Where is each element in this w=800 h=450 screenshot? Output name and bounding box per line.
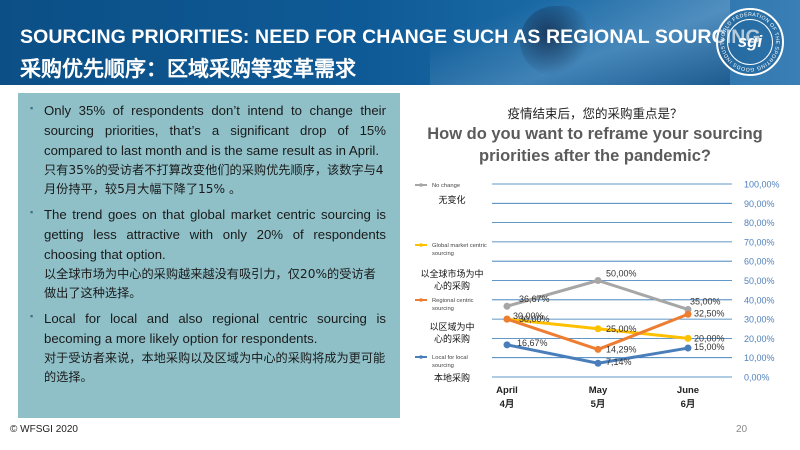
x-tick-label: April: [496, 385, 518, 396]
copyright-text: © WFSGI 2020: [10, 424, 78, 435]
y-tick-label: 60,00%: [744, 257, 775, 267]
page-title-cn: 采购优先顺序：区域采购等变革需求: [20, 57, 356, 81]
bullet-item: ▪ Local for local and also regional cent…: [30, 309, 386, 387]
data-label: 35,00%: [690, 296, 721, 306]
legend-label-cn-cont: 心的采购: [434, 333, 470, 344]
y-tick-label: 20,00%: [744, 334, 775, 344]
header-banner: SOURCING PRIORITIES: NEED FOR CHANGE SUC…: [0, 0, 800, 85]
data-point: [684, 310, 692, 318]
y-tick-label: 50,00%: [744, 276, 775, 286]
y-tick-label: 0,00%: [744, 373, 770, 383]
legend-swatch-marker: [419, 355, 423, 359]
y-tick-label: 30,00%: [744, 315, 775, 325]
logo-ring-label: WORLD FEDERATION OF THE SPORTING GOODS I…: [716, 8, 780, 72]
y-tick-label: 40,00%: [744, 295, 775, 305]
bullet-icon: ▪: [30, 207, 34, 217]
bullet-icon: ▪: [30, 311, 34, 321]
legend-label-cont: sourcing: [432, 306, 454, 312]
legend-label-cn: 无变化: [438, 194, 465, 205]
bullet-text-en: Local for local and also regional centri…: [44, 311, 386, 346]
legend-label: Regional centric: [432, 298, 474, 304]
data-point: [594, 277, 602, 284]
line-chart: 0,00% 10,00% 20,00% 30,00% 40,00% 50,00% 60,00…: [415, 180, 780, 410]
page-number: 20: [736, 424, 748, 435]
logo-mark: sgi: [727, 19, 773, 65]
data-label: 32,50%: [694, 308, 725, 318]
legend-swatch-marker: [419, 183, 423, 187]
x-tick-label-cn: 5月: [591, 399, 606, 410]
data-point: [594, 359, 602, 367]
chart-title-en: How do you want to reframe your sourcing…: [427, 125, 763, 165]
summary-textbox: ▪ Only 35% of respondents don’t intend t…: [18, 93, 400, 418]
data-label: 50,00%: [606, 269, 637, 279]
data-point: [594, 325, 602, 333]
x-tick-label-cn: 6月: [681, 399, 696, 410]
chart-panel: 疫情结束后，您的采购重点是？ How do you want to refram…: [410, 95, 800, 425]
bullet-icon: ▪: [30, 103, 34, 113]
bullet-item: ▪ Only 35% of respondents don’t intend t…: [30, 101, 386, 199]
bullet-text-cn: 只有35%的受访者不打算改变他们的采购优先顺序，该数字与4月份持平，较5月大幅下…: [44, 163, 384, 196]
data-point: [684, 334, 692, 342]
x-tick-label-cn: 4月: [500, 399, 515, 410]
legend-swatch-marker: [419, 298, 423, 302]
legend-label-cn: 以区域为中: [429, 321, 474, 332]
bullet-text-cn: 对于受访者来说，本地采购以及区域为中心的采购将成为更可能的选择。: [44, 351, 386, 384]
x-tick-label: June: [677, 385, 699, 396]
data-point: [503, 302, 511, 310]
legend-label-cont: sourcing: [432, 363, 454, 369]
y-tick-label: 80,00%: [744, 218, 775, 228]
y-tick-label: 70,00%: [744, 237, 775, 247]
data-label: 36,67%: [519, 294, 550, 304]
legend-label: Local for local: [432, 355, 468, 361]
legend-label-cn-cont: 心的采购: [434, 280, 470, 291]
wfsgi-logo: WORLD FEDERATION OF THE SPORTING GOODS I…: [716, 8, 784, 76]
y-tick-label: 90,00%: [744, 199, 775, 209]
y-tick-label: 10,00%: [744, 353, 775, 363]
legend-label-cont: sourcing: [432, 251, 454, 257]
data-label: 30,00%: [513, 311, 544, 321]
data-label: 14,29%: [606, 344, 637, 354]
bullet-text-cn: 以全球市场为中心的采购越来越没有吸引力，仅20%的受访者做出了这种选择。: [44, 267, 376, 300]
logo-ring-text: WORLD FEDERATION OF THE SPORTING GOODS I…: [716, 8, 780, 72]
data-label: 7,14%: [606, 357, 632, 367]
data-label: 16,67%: [517, 338, 548, 348]
x-tick-label: May: [589, 385, 608, 396]
data-point: [503, 315, 511, 323]
banner-runner-image: [520, 6, 590, 76]
bullet-item: ▪ The trend goes on that global market c…: [30, 205, 386, 303]
data-point: [594, 345, 602, 353]
bullet-text-en: Only 35% of respondents don’t intend to …: [44, 103, 386, 158]
legend-label: Global market centric: [432, 243, 487, 249]
bullet-text-en: The trend goes on that global market cen…: [44, 207, 386, 262]
legend-label-cn: 本地采购: [434, 372, 470, 383]
legend-swatch-marker: [419, 243, 423, 247]
chart-title-cn: 疫情结束后，您的采购重点是？: [507, 106, 683, 121]
data-label: 20,00%: [694, 333, 725, 343]
svg-text:WORLD FEDERATION OF THE SPORTI: WORLD FEDERATION OF THE SPORTING GOODS I…: [716, 8, 780, 72]
data-label: 15,00%: [694, 342, 725, 352]
data-label: 30,00%: [519, 314, 550, 324]
data-point: [684, 344, 692, 352]
data-point: [503, 341, 511, 349]
page-title-en: SOURCING PRIORITIES: NEED FOR CHANGE SUC…: [20, 26, 761, 48]
data-point: [684, 305, 692, 313]
legend-label: No change: [432, 183, 460, 189]
legend-label-cn: 以全球市场为中: [420, 268, 483, 279]
y-tick-label: 100,00%: [744, 180, 780, 190]
data-label: 25,00%: [606, 324, 637, 334]
